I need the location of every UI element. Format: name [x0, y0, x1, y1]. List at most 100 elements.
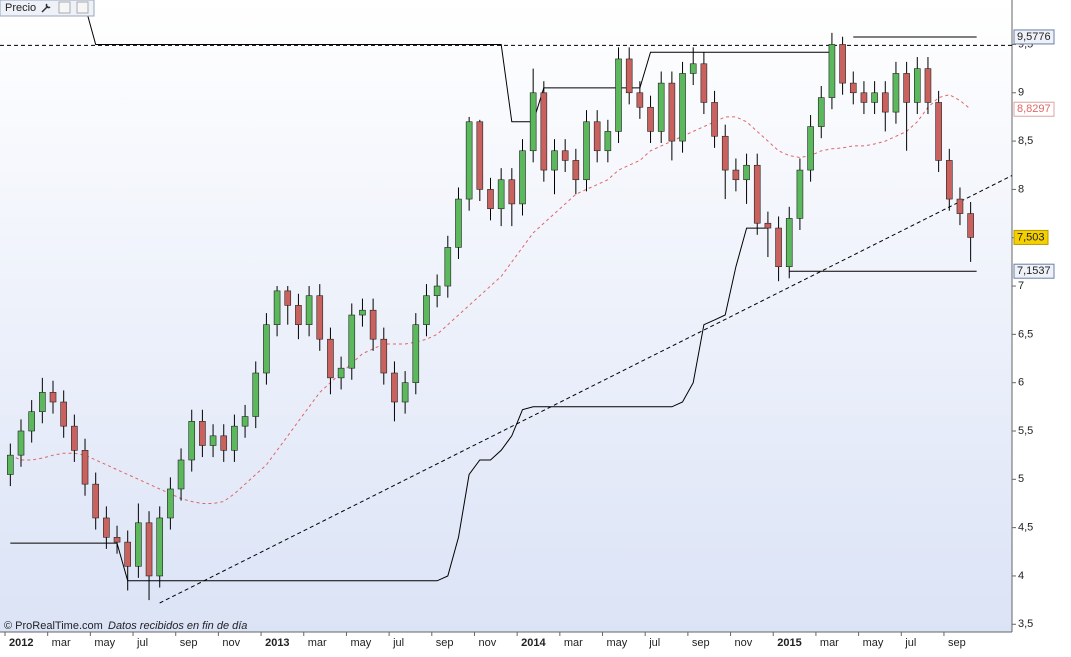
y-tick-label: 6,5	[1018, 328, 1033, 340]
candle-body	[177, 459, 185, 490]
y-tick-label: 5	[1018, 473, 1024, 485]
candle-body	[465, 121, 473, 200]
candle-body	[60, 401, 67, 427]
candle-body	[743, 164, 750, 181]
candle-body	[828, 44, 836, 98]
x-tick-label: 2012	[9, 637, 33, 649]
candle-body	[764, 222, 772, 229]
x-tick-label: may	[350, 637, 371, 649]
x-tick-label: may	[94, 637, 115, 649]
candle-body	[316, 295, 324, 340]
candle-body	[380, 338, 388, 374]
candle-body	[679, 73, 686, 142]
candle-body	[209, 435, 217, 446]
candle-body	[711, 102, 718, 137]
candle-body	[284, 290, 292, 306]
channel-line	[84, 5, 832, 123]
candle-body	[327, 338, 334, 379]
ma-label-box	[1013, 101, 1055, 117]
candle-body	[561, 150, 569, 161]
candle-body	[348, 314, 356, 369]
candle-body	[700, 63, 708, 103]
legend-label: Precio	[5, 2, 36, 14]
x-tick-label: sep	[180, 637, 198, 649]
candle-body	[881, 92, 889, 113]
candle-body	[689, 63, 697, 74]
candle-body	[753, 164, 761, 224]
candle-body	[337, 367, 345, 379]
last-price-label: 7,503	[1017, 231, 1045, 243]
x-tick-label: 2014	[521, 637, 546, 649]
y-tick-label: 4,5	[1018, 522, 1033, 534]
candle-body	[92, 483, 99, 519]
collapse-icon[interactable]	[76, 1, 89, 14]
candle-body	[775, 227, 782, 268]
candle-body	[924, 68, 932, 103]
settings-icon[interactable]	[41, 3, 51, 13]
candle-body	[903, 73, 910, 103]
candle-body	[401, 382, 409, 403]
x-tick-label: 2015	[777, 637, 801, 649]
candle-body	[860, 92, 868, 103]
candle-body	[668, 82, 676, 142]
y-tick-label: 7	[1018, 280, 1024, 292]
candle-body	[295, 305, 302, 325]
candle-body	[604, 131, 612, 152]
candle-body	[647, 106, 654, 132]
candle-body	[455, 198, 462, 248]
candle-body	[7, 454, 14, 475]
candle-body	[593, 121, 601, 152]
candle-body	[849, 82, 857, 94]
candle-body	[551, 150, 558, 171]
candle-body	[540, 92, 548, 171]
y-tick-label: 9	[1018, 87, 1024, 99]
candle-body	[572, 160, 580, 181]
candle-body	[945, 160, 953, 200]
x-tick-label: nov	[478, 637, 496, 649]
candle-body	[508, 179, 516, 205]
candle-body	[625, 58, 633, 94]
candle-body	[444, 247, 452, 287]
candle-body	[391, 372, 398, 403]
credit: © ProRealTime.com	[4, 620, 103, 632]
candle-body	[145, 522, 153, 577]
candle-body	[956, 198, 964, 214]
price-label: 7,1537	[1017, 265, 1051, 277]
channel-line	[10, 227, 768, 582]
ma-label: 8,8297	[1017, 103, 1051, 115]
candle-body	[17, 430, 25, 456]
candle-body	[305, 295, 313, 325]
candle-body	[103, 517, 110, 538]
x-tick-label: jul	[392, 637, 404, 649]
x-tick-label: 2013	[265, 637, 289, 649]
candle-body	[369, 309, 377, 340]
candle-body	[497, 179, 505, 210]
x-tick-label: sep	[948, 637, 966, 649]
x-tick-label: nov	[735, 637, 753, 649]
candle-body	[81, 450, 89, 485]
candle-body	[807, 126, 814, 171]
candle-body	[913, 68, 921, 103]
x-tick-label: may	[863, 637, 884, 649]
candle-body	[871, 92, 878, 103]
candle-body	[49, 392, 57, 403]
x-tick-label: mar	[564, 637, 583, 649]
candle-body	[263, 324, 270, 374]
candle-body	[39, 392, 46, 412]
candle-body	[796, 169, 804, 219]
x-tick-label: nov	[222, 637, 240, 649]
candle-body	[935, 102, 942, 161]
candle-body	[135, 522, 142, 567]
expand-icon[interactable]	[58, 1, 71, 14]
candle-body	[71, 425, 78, 451]
x-tick-label: sep	[436, 637, 454, 649]
y-tick-label: 5,5	[1018, 425, 1033, 437]
x-tick-label: mar	[820, 637, 839, 649]
candle-body	[433, 285, 441, 297]
candle-body	[252, 372, 260, 417]
candle-body	[156, 517, 164, 577]
candle-body	[124, 541, 132, 567]
plot-background	[0, 0, 1012, 632]
candle-body	[839, 44, 846, 84]
